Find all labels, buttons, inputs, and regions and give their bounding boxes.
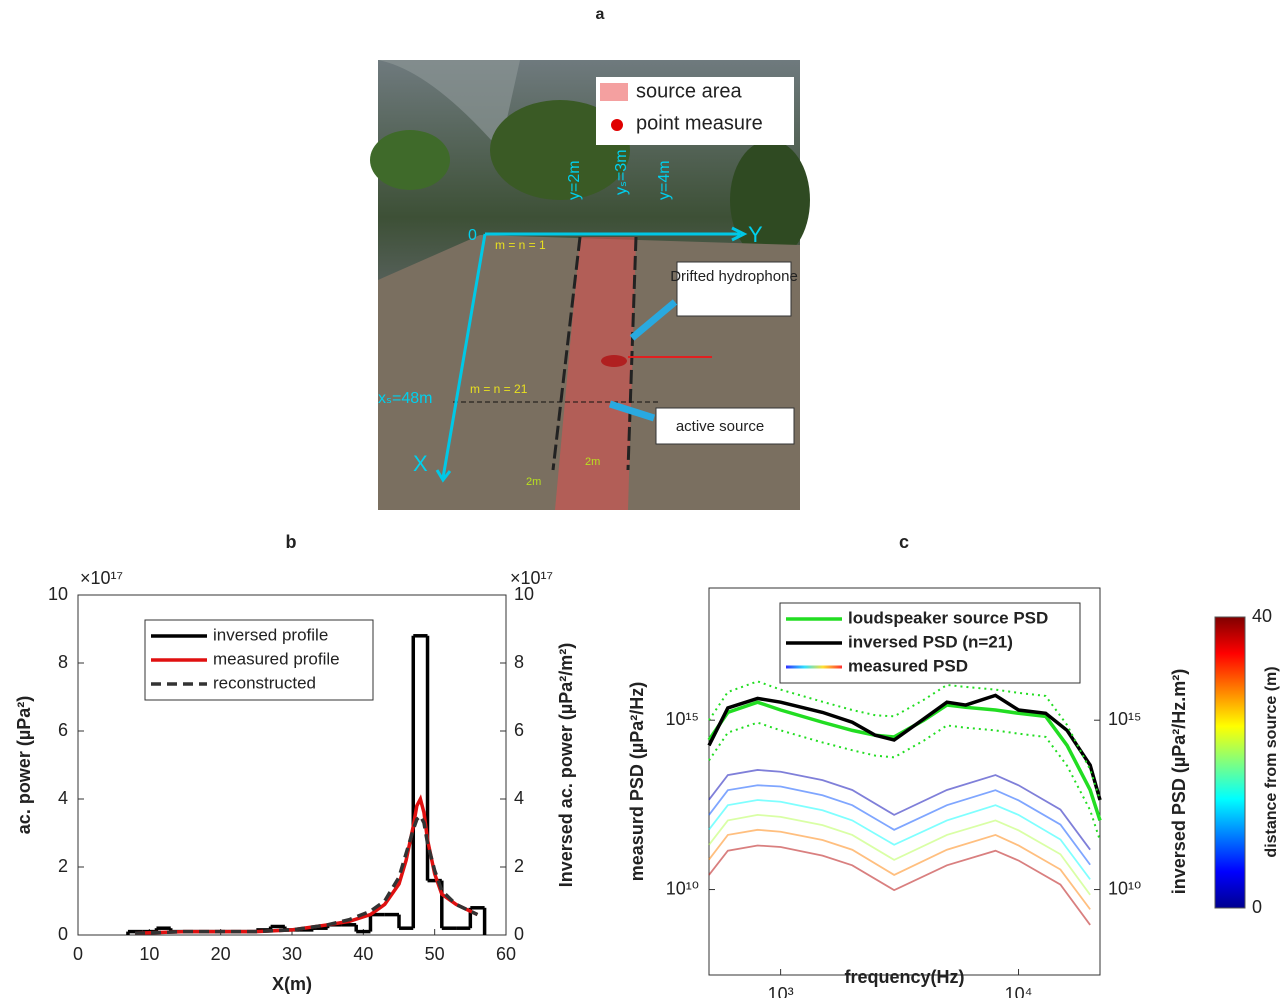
- dimension: 2m: [526, 476, 541, 488]
- series-line: [708, 813, 1091, 896]
- arrow: [608, 400, 656, 422]
- series-line: [707, 700, 1102, 821]
- series-line: [708, 784, 1091, 866]
- legend-label: inversed PSD (n=21): [848, 632, 1013, 651]
- series-line: [708, 828, 1091, 910]
- axes: [435, 226, 748, 483]
- colorbar-tick-label: 0: [1252, 897, 1262, 917]
- callout-box: [655, 407, 795, 445]
- y2-axis-label: Inversed ac. power (µPa²/m²): [556, 643, 576, 887]
- y-label: yₛ=3m: [613, 149, 630, 195]
- dimension: 2m: [585, 456, 600, 468]
- x-tick-label: 60: [496, 944, 516, 964]
- x-tick-label: 0: [73, 944, 83, 964]
- legend-label: reconstructed: [213, 673, 316, 692]
- legend-label: loudspeaker source PSD: [848, 608, 1048, 627]
- x-tick-label: 10: [139, 944, 159, 964]
- callout: active source: [676, 418, 764, 435]
- y-label: y=4m: [656, 160, 673, 200]
- series-line: [708, 721, 1101, 841]
- offset-label: ×10¹⁷: [80, 568, 123, 588]
- legend-label: point measure: [636, 112, 763, 134]
- y-axis-label: measurd PSD (µPa²/Hz): [627, 682, 647, 881]
- y-tick-label: 2: [58, 856, 68, 876]
- offset-label: ×10¹⁷: [510, 568, 553, 588]
- y-tick-label: 10: [48, 584, 68, 604]
- y-tick-label: 0: [58, 924, 68, 944]
- y-tick-label: 4: [58, 788, 68, 808]
- callout-box: [676, 261, 792, 317]
- y2-tick-label: 4: [514, 788, 524, 808]
- axis-labels: y=2m yₛ=3m y=4m 0 Y X xₛ=48m: [378, 149, 763, 475]
- origin-label: 0: [468, 227, 477, 244]
- strip-edges: [551, 236, 638, 471]
- tree: [490, 100, 630, 200]
- legend-swatch: [600, 83, 628, 101]
- panel-title: a: [596, 6, 605, 23]
- series-line: [708, 844, 1091, 926]
- y2-tick-label: 0: [514, 924, 524, 944]
- x-axis-label: frequency(Hz): [844, 967, 964, 987]
- colorbar: [1214, 616, 1246, 909]
- plot-frame: [708, 587, 1101, 976]
- x-tick-label: 50: [425, 944, 445, 964]
- series-line: [708, 680, 1101, 801]
- cell-label: m = n = 21: [470, 382, 528, 396]
- y2-tick-label: 10: [514, 584, 534, 604]
- y-label: y=2m: [566, 160, 583, 200]
- y2-tick-label: 6: [514, 720, 524, 740]
- legend-label: measured PSD: [848, 656, 968, 675]
- xs-label: xₛ=48m: [378, 390, 432, 407]
- x-tick-label: 10³: [768, 984, 794, 998]
- legend-label: source area: [636, 80, 742, 102]
- y2-axis-label: inversed PSD (µPa²/Hz.m²): [1169, 669, 1189, 894]
- series-line: [707, 693, 1102, 801]
- y2-tick-label: 8: [514, 652, 524, 672]
- bridge: [378, 60, 520, 150]
- axis-y: Y: [748, 222, 763, 247]
- y-tick-label: 10¹⁰: [666, 878, 699, 898]
- y2-tick-label: 2: [514, 856, 524, 876]
- source-area: [555, 237, 636, 510]
- chart-title: b: [286, 532, 297, 552]
- legend-label: inversed profile: [213, 625, 328, 644]
- x-axis-label: X(m): [272, 974, 312, 994]
- callout: Drifted hydrophone: [670, 268, 798, 285]
- series-line: [135, 813, 479, 936]
- colorbar-tick-label: 40: [1252, 606, 1272, 626]
- axis-x: X: [413, 451, 428, 476]
- y-axis-label: ac. power (µPa²): [14, 696, 34, 834]
- arrow: [629, 299, 678, 341]
- x-tick-label: 40: [353, 944, 373, 964]
- photo-legend: [596, 77, 794, 145]
- y2-tick-label: 10¹⁵: [1108, 709, 1141, 729]
- tree: [370, 130, 450, 190]
- x-tick-label: 10⁴: [1005, 984, 1033, 998]
- y2-tick-label: 10¹⁰: [1108, 878, 1141, 898]
- x-tick-label: 20: [211, 944, 231, 964]
- colorbar-label: distance from source (m): [1263, 666, 1280, 857]
- y-tick-label: 6: [58, 720, 68, 740]
- legend-label: measured profile: [213, 649, 340, 668]
- x-tick-label: 30: [282, 944, 302, 964]
- series-line: [708, 769, 1091, 851]
- legend-swatch: [611, 119, 623, 131]
- tree: [730, 140, 810, 260]
- chart-title: c: [899, 532, 909, 552]
- photo-panel: a source area point measure y=2m yₛ=3m y…: [370, 6, 810, 510]
- cell-label: m = n = 1: [495, 238, 546, 252]
- hydrophone: [601, 355, 627, 367]
- series-line: [708, 799, 1091, 880]
- y-tick-label: 8: [58, 652, 68, 672]
- y-tick-label: 10¹⁵: [666, 709, 699, 729]
